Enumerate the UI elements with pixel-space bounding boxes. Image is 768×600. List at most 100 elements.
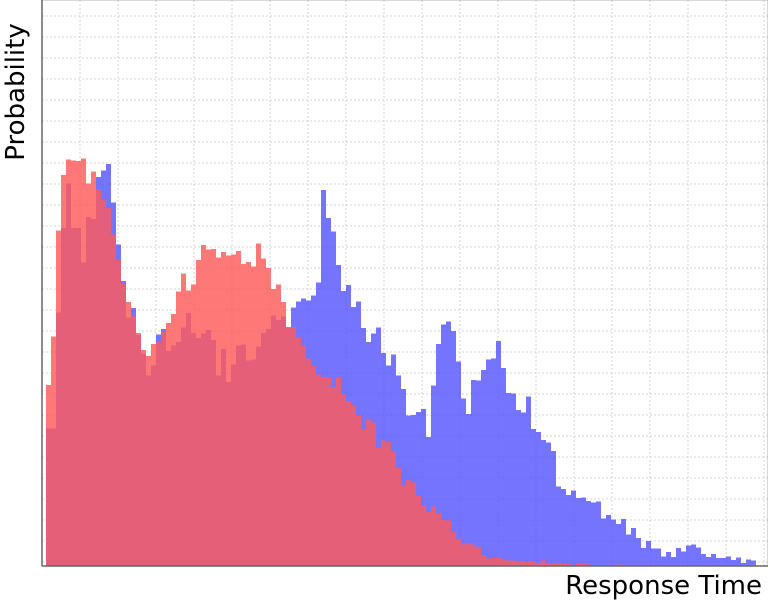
histogram-bar	[316, 374, 321, 566]
histogram-bar	[51, 336, 56, 566]
histogram-bar	[406, 479, 411, 566]
histogram-bar	[646, 541, 651, 566]
histogram-bar	[551, 450, 556, 566]
histogram-bar	[201, 245, 206, 566]
histogram-bar	[301, 345, 306, 566]
histogram-bar	[616, 523, 621, 566]
histogram-bar	[436, 512, 441, 566]
histogram-bar	[91, 171, 96, 566]
histogram-bar	[501, 559, 506, 566]
histogram-bar	[631, 528, 636, 566]
histogram-bar	[536, 431, 541, 566]
histogram-bar	[746, 559, 751, 566]
histogram-bar	[166, 323, 171, 566]
histogram-bar	[516, 410, 521, 566]
histogram-bar	[566, 495, 571, 566]
histogram-bar	[526, 396, 531, 566]
histogram-bar	[246, 261, 251, 566]
histogram-bar	[591, 502, 596, 566]
histogram-bar	[496, 340, 501, 566]
histogram-bar	[226, 255, 231, 566]
histogram-bar	[721, 557, 726, 566]
histogram-bar	[526, 562, 531, 566]
histogram-bar	[736, 557, 741, 566]
histogram-bar	[391, 451, 396, 566]
histogram-bar	[556, 486, 561, 566]
histogram-bar	[481, 370, 486, 566]
histogram-bar	[286, 326, 291, 566]
histogram-bar	[471, 379, 476, 566]
histogram-bar	[486, 359, 491, 566]
histogram-bar	[46, 384, 51, 566]
histogram-bar	[291, 326, 296, 566]
histogram-bar	[126, 301, 131, 566]
histogram-bar	[361, 429, 366, 566]
histogram-bar	[541, 439, 546, 566]
histogram-bar	[311, 365, 316, 566]
histogram-bar	[66, 159, 71, 567]
histogram-bar	[611, 519, 616, 566]
histogram-bar	[266, 267, 271, 566]
histogram-bar	[111, 234, 116, 566]
histogram-bar	[76, 160, 81, 566]
histogram-bar	[351, 405, 356, 566]
histogram-bar	[271, 289, 276, 566]
histogram-bar	[386, 442, 391, 566]
histogram-bar	[336, 377, 341, 566]
histogram-bar	[701, 554, 706, 566]
histogram-bar	[491, 358, 496, 566]
histogram-bar	[441, 324, 446, 566]
histogram-bar	[191, 284, 196, 566]
histogram-bar	[531, 561, 536, 566]
histogram-bar	[296, 337, 301, 566]
histogram-bar	[376, 448, 381, 566]
histogram-bar	[506, 560, 511, 566]
histogram-bar	[281, 301, 286, 566]
histogram-bar	[421, 409, 426, 566]
histogram-bar	[656, 548, 661, 566]
series-bars	[46, 158, 756, 567]
histogram-bar	[481, 555, 486, 566]
histogram-bar	[666, 551, 671, 566]
histogram-bar	[571, 490, 576, 566]
histogram-bar	[116, 259, 121, 566]
histogram-bar	[461, 398, 466, 566]
histogram-bar	[511, 560, 516, 566]
histogram-bar	[556, 562, 561, 566]
histogram-bar	[401, 485, 406, 566]
histogram-bar	[81, 158, 86, 566]
histogram-bar	[691, 544, 696, 566]
histogram-bar	[306, 358, 311, 566]
histogram-bar	[276, 284, 281, 566]
histogram-bar	[706, 556, 711, 566]
histogram-bar	[671, 556, 676, 566]
histogram-bar	[321, 377, 326, 566]
histogram-bar	[216, 257, 221, 566]
histogram-bar	[466, 413, 471, 566]
histogram-bar	[86, 183, 91, 566]
histogram-bar	[561, 563, 566, 566]
histogram-bar	[341, 393, 346, 566]
histogram-bar	[521, 412, 526, 566]
histogram-bar	[576, 497, 581, 566]
histogram-bar	[451, 531, 456, 566]
histogram-bar	[146, 356, 151, 566]
histogram-bar	[176, 291, 181, 566]
histogram-bar	[421, 505, 426, 566]
histogram-bar	[236, 251, 241, 566]
histogram-bar	[441, 520, 446, 566]
histogram-bar	[496, 557, 501, 566]
histogram-bar	[606, 515, 611, 566]
histogram-bar	[626, 534, 631, 566]
histogram-bar	[601, 518, 606, 566]
histogram-bar	[56, 230, 61, 566]
histogram-bar	[546, 442, 551, 566]
histogram-bar	[371, 422, 376, 566]
histogram-bar	[376, 327, 381, 566]
histogram-bar	[106, 207, 111, 566]
histogram-bar	[436, 344, 441, 566]
histogram-bar	[661, 556, 666, 566]
histogram-bar	[431, 385, 436, 566]
